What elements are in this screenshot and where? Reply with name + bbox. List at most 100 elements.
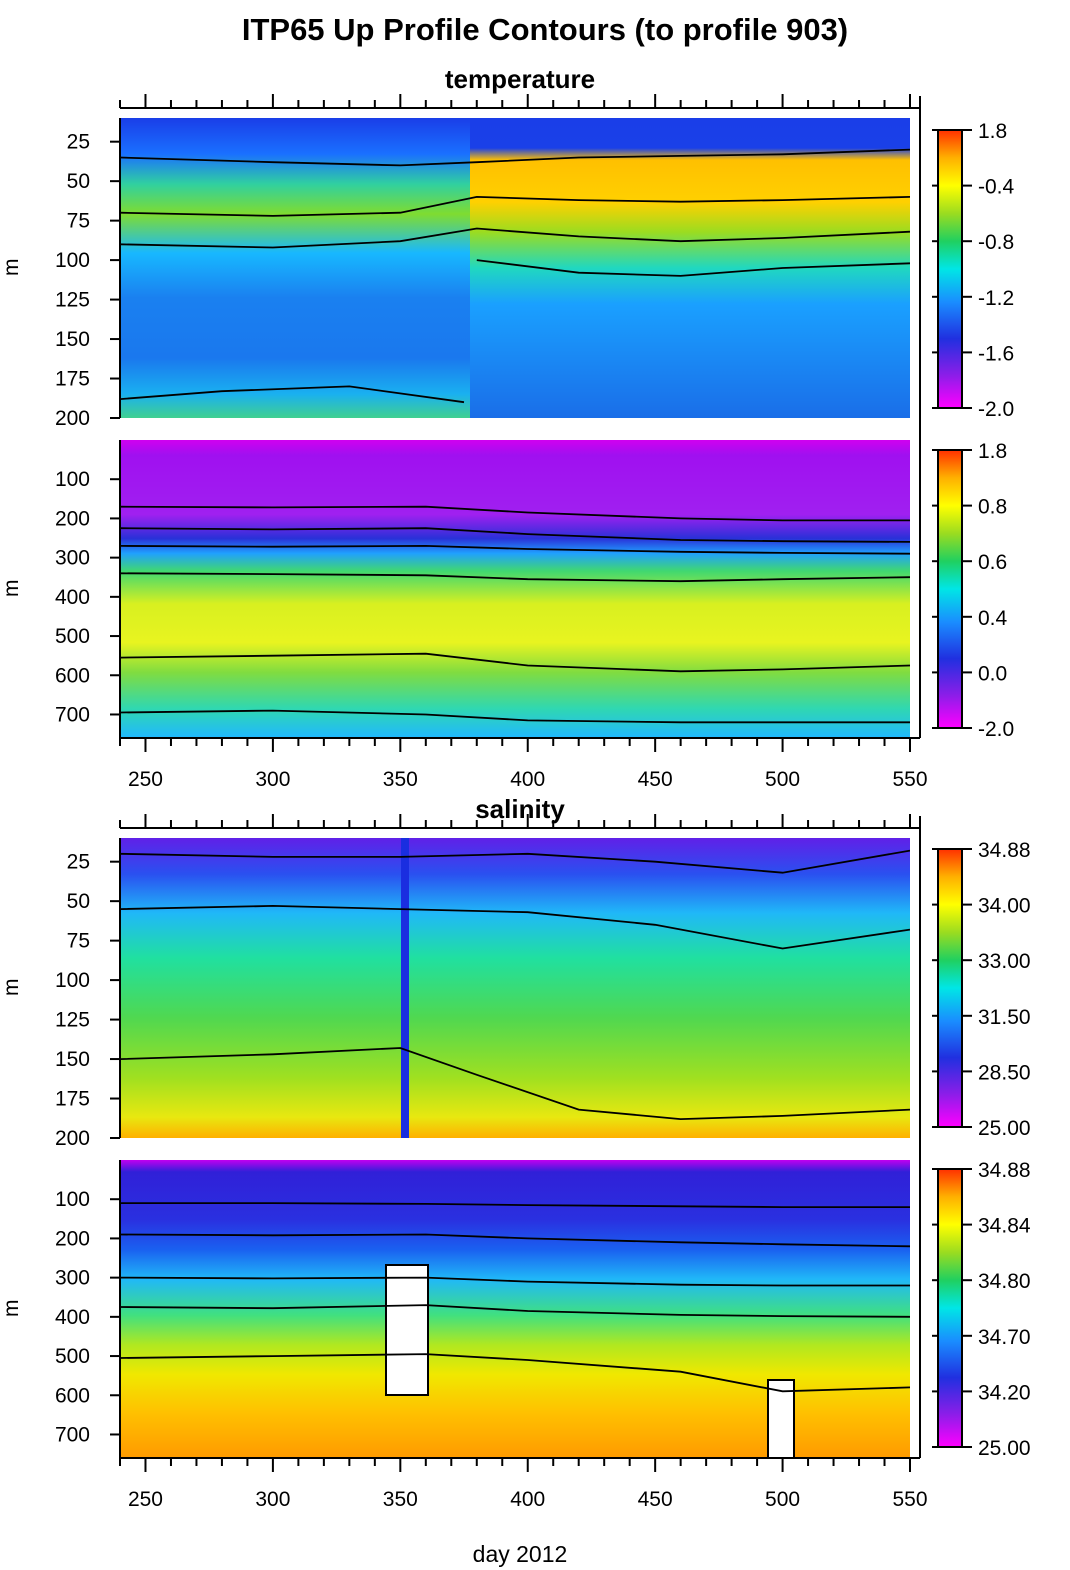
contour-lines xyxy=(120,148,910,1393)
axes: 25 50 75 100 125 150 175 200 m 100 200 300 400 500 600… xyxy=(0,94,928,1511)
colorbar-tick-label: 0.6 xyxy=(978,551,1007,574)
y-axis-unit: m xyxy=(0,259,23,277)
colorbar-tick-label: 34.88 xyxy=(978,1159,1031,1182)
y-tick-label: 200 xyxy=(55,507,90,530)
contour-line xyxy=(120,544,910,555)
y-tick-label: 125 xyxy=(55,1009,90,1032)
contour-line xyxy=(120,904,910,950)
y-tick-label: 150 xyxy=(55,1048,90,1071)
x-tick-label: 400 xyxy=(510,1488,545,1511)
y-tick-label: 150 xyxy=(55,328,90,351)
colorbar-tick-label: -2.0 xyxy=(978,718,1014,741)
y-tick-label: 200 xyxy=(55,1227,90,1250)
salinity-gap-day-350 xyxy=(385,1264,429,1396)
y-tick-label: 600 xyxy=(55,1384,90,1407)
y-tick-label: 700 xyxy=(55,1423,90,1446)
contour-line xyxy=(120,505,910,522)
y-axis-unit: m xyxy=(0,979,23,997)
x-tick-label: 450 xyxy=(638,768,673,791)
colorbar-tick-label: 34.70 xyxy=(978,1326,1031,1349)
colorbar-tick-label: 0.4 xyxy=(978,607,1008,630)
contour-line xyxy=(120,652,910,673)
y-tick-label: 600 xyxy=(55,664,90,687)
y-tick-label: 50 xyxy=(67,170,90,193)
colorbar-tick-label: 1.8 xyxy=(978,440,1007,463)
contour-line xyxy=(120,527,910,543)
x-tick-label: 350 xyxy=(383,768,418,791)
colorbar-tick-label: -1.2 xyxy=(978,287,1014,310)
temperature-lower-panel xyxy=(120,440,910,738)
colorbar-tick-label: 34.84 xyxy=(978,1215,1031,1238)
contour-line xyxy=(120,849,910,874)
colorbar-tick-label: -2.0 xyxy=(978,398,1014,421)
colorbar-tick-label: 34.00 xyxy=(978,895,1031,918)
contour-line xyxy=(120,1276,910,1287)
y-tick-label: 25 xyxy=(67,851,90,874)
contour-line xyxy=(120,227,910,249)
x-tick-label: 550 xyxy=(892,768,927,791)
y-tick-label: 75 xyxy=(67,210,90,233)
colorbar xyxy=(937,1168,963,1448)
y-tick-label: 75 xyxy=(67,930,90,953)
y-tick-label: 125 xyxy=(55,289,90,312)
x-tick-label: 500 xyxy=(765,768,800,791)
contour-line xyxy=(120,1202,910,1208)
y-tick-label: 300 xyxy=(55,547,90,570)
x-tick-label: 250 xyxy=(128,1488,163,1511)
y-tick-label: 200 xyxy=(55,1127,90,1150)
colorbar-tick-label: 34.80 xyxy=(978,1270,1031,1293)
y-tick-label: 700 xyxy=(55,703,90,726)
y-tick-label: 100 xyxy=(55,1188,90,1211)
salinity-upper-field xyxy=(120,838,910,1138)
contour-line xyxy=(120,385,465,404)
colorbar-tick-label: 34.88 xyxy=(978,839,1031,862)
x-tick-label: 300 xyxy=(255,1488,290,1511)
y-tick-label: 400 xyxy=(55,1306,90,1329)
salinity-upper-panel xyxy=(120,838,910,1138)
colorbar xyxy=(937,449,963,729)
salinity-gap-day-495 xyxy=(767,1379,795,1458)
colorbar-tick-label: -0.8 xyxy=(978,231,1014,254)
contour-line xyxy=(120,1353,910,1393)
y-tick-label: 175 xyxy=(55,368,90,391)
salinity-lower-panel xyxy=(120,1160,910,1458)
y-tick-label: 100 xyxy=(55,969,90,992)
colorbar-tick-label: 25.00 xyxy=(978,1117,1031,1140)
colorbar-tick-label: 31.50 xyxy=(978,1006,1031,1029)
x-tick-label: 550 xyxy=(892,1488,927,1511)
x-tick-label: 350 xyxy=(383,1488,418,1511)
x-tick-label: 400 xyxy=(510,768,545,791)
contour-line xyxy=(120,1304,910,1318)
x-tick-label: 500 xyxy=(765,1488,800,1511)
x-tick-label: 450 xyxy=(638,1488,673,1511)
y-axis-unit: m xyxy=(0,580,23,598)
y-axis-unit: m xyxy=(0,1300,23,1318)
salinity-anomaly-day-350 xyxy=(401,838,409,1138)
contour-line xyxy=(120,1047,910,1121)
colorbar-tick-label: 0.0 xyxy=(978,662,1007,685)
temperature-title: temperature xyxy=(445,64,595,94)
x-tick-label: 300 xyxy=(255,768,290,791)
y-tick-label: 25 xyxy=(67,131,90,154)
y-tick-label: 300 xyxy=(55,1267,90,1290)
colorbar-tick-label: 34.20 xyxy=(978,1381,1031,1404)
y-tick-label: 175 xyxy=(55,1088,90,1111)
x-axis-label: day 2012 xyxy=(473,1541,568,1567)
colorbar xyxy=(937,129,963,409)
salinity-title: salinity xyxy=(475,794,565,824)
y-tick-label: 500 xyxy=(55,1345,90,1368)
contour-line xyxy=(120,195,910,217)
x-tick-label: 250 xyxy=(128,768,163,791)
y-tick-label: 50 xyxy=(67,890,90,913)
y-tick-label: 500 xyxy=(55,625,90,648)
contour-line xyxy=(120,572,910,583)
figure-title: ITP65 Up Profile Contours (to profile 90… xyxy=(242,12,848,47)
colorbar-tick-label: 25.00 xyxy=(978,1437,1031,1460)
colorbar-tick-label: 1.8 xyxy=(978,120,1007,143)
colorbar xyxy=(937,848,963,1128)
colorbar-tick-label: -1.6 xyxy=(978,342,1014,365)
temperature-lower-field xyxy=(120,440,910,738)
contour-line xyxy=(476,259,910,277)
colorbar-tick-label: 33.00 xyxy=(978,950,1031,973)
